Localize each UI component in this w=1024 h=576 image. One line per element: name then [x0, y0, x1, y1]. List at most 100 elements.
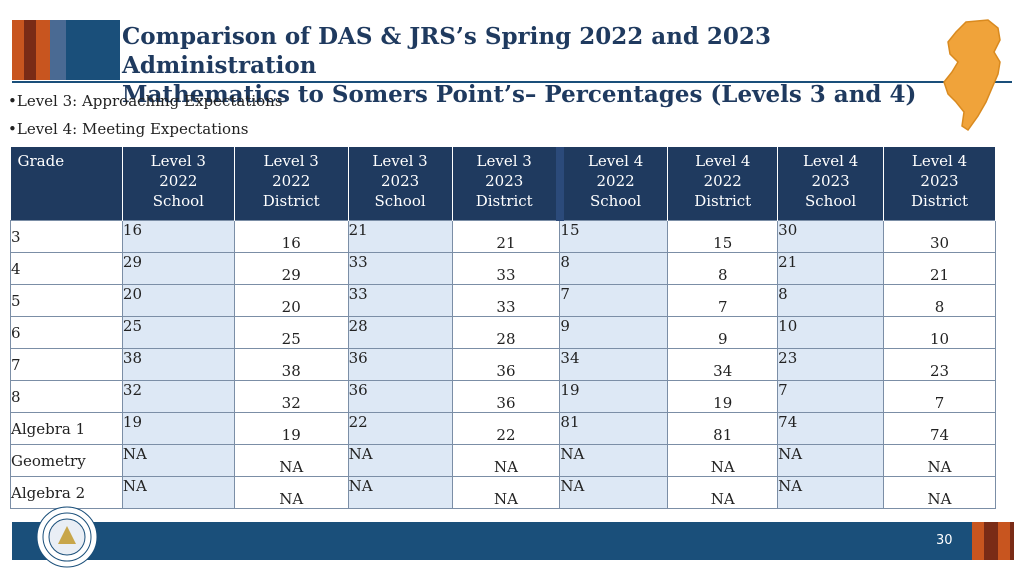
district-value-cell: 74	[883, 412, 996, 445]
table-row: 8 32 32 36 36 19 19 7 7	[10, 380, 996, 413]
district-value-cell: 38	[233, 348, 349, 381]
header-line: 2022	[703, 172, 742, 190]
column-header: Level 3 2022 District	[234, 147, 349, 221]
district-value-cell: NA	[667, 476, 779, 509]
header-line: Level 4	[695, 152, 751, 170]
district-value-cell: 36	[451, 348, 561, 381]
district-value-cell: 22	[451, 412, 561, 445]
grade-cell: 6	[10, 316, 123, 349]
district-value-cell: 36	[451, 380, 561, 413]
district-value-cell: 21	[883, 252, 996, 285]
department-of-education-seal	[36, 506, 98, 568]
header-line: School	[589, 192, 642, 210]
district-value-cell: 10	[883, 316, 996, 349]
school-value-cell: 20	[121, 284, 235, 317]
header-line: Level 3	[476, 152, 532, 170]
legend-level-3: •Level 3: Approaching Expectations	[8, 92, 283, 110]
district-value-cell: 9	[667, 316, 779, 349]
new-jersey-map-icon	[943, 19, 1001, 132]
header-line: District	[475, 192, 533, 210]
school-value-cell: 30	[777, 220, 885, 253]
column-header: Level 4 2023 School	[777, 147, 885, 221]
district-value-cell: NA	[883, 476, 996, 509]
header-line: Level 4	[802, 152, 859, 170]
school-value-cell: NA	[347, 444, 453, 477]
district-value-cell: 23	[883, 348, 996, 381]
school-value-cell: 74	[777, 412, 885, 445]
grade-cell: 7	[10, 348, 123, 381]
grade-cell: 8	[10, 380, 123, 413]
school-value-cell: 10	[777, 316, 885, 349]
district-value-cell: 8	[667, 252, 779, 285]
results-table: Grade Level 3 2022 School Level 3 2022 Distric…	[10, 147, 996, 509]
header-line: District	[262, 192, 320, 210]
district-value-cell: 28	[451, 316, 561, 349]
table-row: 3 16 16 21 21 15 15 30 30	[10, 220, 996, 253]
header-line: School	[374, 192, 426, 210]
district-value-cell: 81	[667, 412, 779, 445]
district-value-cell: 33	[451, 284, 561, 317]
district-value-cell: NA	[233, 444, 349, 477]
grade-cell: 4	[10, 252, 123, 285]
header-line: Level 3	[150, 152, 206, 170]
district-value-cell: 29	[233, 252, 349, 285]
header-line: 2022	[272, 172, 311, 190]
school-value-cell: 8	[777, 284, 885, 317]
column-header: Level 4 2023 District	[883, 147, 996, 221]
school-value-cell: NA	[559, 476, 669, 509]
column-header: Level 3 2022 School	[122, 147, 235, 221]
header-line: 2023	[485, 172, 524, 190]
header-line: Level 4	[911, 152, 968, 170]
grade-cell: Geometry	[10, 444, 123, 477]
school-value-cell: 28	[347, 316, 453, 349]
district-value-cell: 19	[233, 412, 349, 445]
page-title: Comparison of DAS & JRS’s Spring 2022 an…	[122, 22, 942, 109]
header-line: Grade	[17, 152, 65, 170]
school-value-cell: 32	[121, 380, 235, 413]
school-value-cell: 23	[777, 348, 885, 381]
district-value-cell: 33	[451, 252, 561, 285]
header-line: 2023	[811, 172, 850, 190]
footer-bar	[12, 522, 972, 560]
district-value-cell: 32	[233, 380, 349, 413]
district-value-cell: 34	[667, 348, 779, 381]
district-value-cell: 30	[883, 220, 996, 253]
school-value-cell: 33	[347, 252, 453, 285]
district-value-cell: 19	[667, 380, 779, 413]
grade-cell: 3	[10, 220, 123, 253]
grade-cell: 5	[10, 284, 123, 317]
table-row: 6 25 25 28 28 9 9 10 10	[10, 316, 996, 349]
grade-cell: Algebra 2	[10, 476, 123, 509]
school-value-cell: NA	[777, 476, 885, 509]
header-line: 2022	[596, 172, 635, 190]
table-row: 7 38 38 36 36 34 34 23 23	[10, 348, 996, 381]
header-line: District	[911, 192, 968, 210]
school-value-cell: NA	[121, 444, 235, 477]
district-value-cell: 7	[883, 380, 996, 413]
district-value-cell: NA	[667, 444, 779, 477]
school-value-cell: 22	[347, 412, 453, 445]
school-value-cell: 36	[347, 380, 453, 413]
title-line-2: Mathematics to Somers Point’s– Percentag…	[122, 81, 917, 108]
school-value-cell: 34	[559, 348, 669, 381]
school-value-cell: 16	[121, 220, 235, 253]
school-value-cell: 36	[347, 348, 453, 381]
school-value-cell: 9	[559, 316, 669, 349]
table-header-row: Grade Level 3 2022 School Level 3 2022 Distric…	[10, 147, 996, 221]
table-row: Algebra 2 NA NA NA NA NA NA NA NA	[10, 476, 996, 509]
header-line: School	[152, 192, 204, 210]
school-value-cell: NA	[347, 476, 453, 509]
column-header: Level 3 2023 School	[348, 147, 453, 221]
school-value-cell: 21	[347, 220, 453, 253]
district-value-cell: 15	[667, 220, 779, 253]
district-value-cell: NA	[451, 444, 561, 477]
level-legend: •Level 3: Approaching Expectations •Leve…	[8, 90, 283, 146]
header-stripes	[12, 20, 120, 80]
column-header: Level 4 2022 School	[555, 147, 669, 221]
header-line: Level 4	[587, 152, 644, 170]
school-value-cell: 25	[121, 316, 235, 349]
table-row: Algebra 1 19 19 22 22 81 81 74 74	[10, 412, 996, 445]
grade-cell: Algebra 1	[10, 412, 123, 445]
district-value-cell: 21	[451, 220, 561, 253]
table-row: 5 20 20 33 33 7 7 8 8	[10, 284, 996, 317]
